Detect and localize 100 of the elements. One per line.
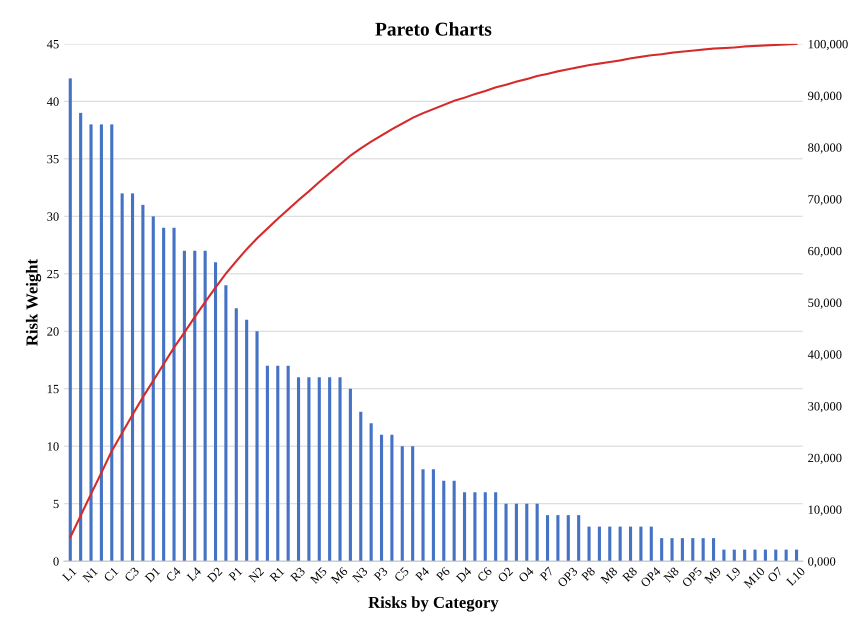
y2-tick-label: 20,000: [808, 454, 842, 464]
bar: [504, 504, 508, 562]
y-tick-label: 45: [46, 40, 59, 48]
bar: [546, 515, 550, 562]
bar: [120, 193, 124, 562]
x-tick-label: P4: [414, 566, 430, 582]
bar: [421, 469, 425, 562]
bar: [68, 78, 72, 562]
bar: [442, 480, 446, 562]
y2-tick-label: 50,000: [808, 298, 842, 309]
bar: [670, 538, 674, 562]
bar: [462, 492, 466, 562]
bar: [764, 550, 767, 562]
bar: [328, 377, 332, 562]
bar: [266, 366, 269, 562]
bar: [598, 526, 601, 562]
x-tick-label: N1: [82, 566, 98, 583]
bar: [794, 550, 798, 562]
bar: [182, 250, 186, 562]
y-axis-title: Risk Weight: [26, 258, 42, 346]
x-tick-label: OP3: [557, 566, 578, 588]
x-tick-label: N3: [352, 566, 368, 583]
y2-tick-label: 100,000: [808, 40, 848, 50]
y2-tick-label: 80,000: [808, 143, 842, 154]
x-tick-label: C3: [124, 566, 140, 582]
x-tick-label: P8: [580, 566, 596, 582]
bar: [141, 204, 144, 562]
chart-title: Pareto Charts: [375, 22, 492, 36]
bar: [380, 434, 384, 562]
x-tick-label: N8: [663, 566, 680, 583]
bar: [432, 469, 435, 562]
bar: [774, 550, 778, 562]
bar: [234, 308, 238, 562]
y2-tick-label: 70,000: [808, 195, 842, 206]
x-tick-label: M9: [704, 566, 722, 584]
bar: [390, 434, 394, 562]
x-tick-label: C1: [103, 566, 119, 582]
bar: [536, 504, 539, 562]
x-tick-label: C5: [394, 566, 410, 582]
bar: [514, 504, 518, 562]
bar: [307, 377, 310, 562]
x-tick-label: P7: [539, 566, 554, 582]
bar: [587, 526, 591, 562]
y2-tick-label: 90,000: [808, 92, 842, 102]
bar: [722, 550, 726, 562]
bar: [525, 504, 528, 562]
bar: [473, 492, 476, 562]
y-tick-label: 25: [47, 270, 59, 278]
x-tick-label: C6: [476, 566, 492, 582]
y-tick-label: 15: [48, 384, 59, 394]
x-tick-label: O7: [767, 566, 784, 583]
x-axis-title: Risks by Category: [368, 596, 499, 612]
bar: [732, 550, 736, 562]
y-tick-label: 30: [47, 212, 59, 221]
bar: [224, 285, 228, 562]
bar: [318, 377, 321, 562]
bar: [400, 446, 404, 562]
bar: [743, 550, 746, 562]
bar: [79, 112, 82, 562]
x-tick-label: C4: [166, 566, 182, 582]
x-tick-label: L1: [62, 566, 77, 582]
y-tick-label: 40: [46, 97, 59, 106]
y2-tick-label: 30,000: [808, 402, 842, 412]
bar: [556, 515, 560, 562]
bar: [110, 124, 114, 562]
x-tick-label: L9: [726, 566, 742, 582]
bar: [577, 515, 580, 562]
x-tick-label: N2: [248, 566, 264, 583]
x-tick-label: R8: [622, 566, 638, 582]
bar: [680, 538, 684, 562]
bar: [172, 228, 176, 562]
bar: [566, 515, 570, 562]
bar: [618, 526, 622, 562]
y2-tick-label: 10,000: [808, 505, 842, 516]
y-tick-label: 35: [47, 154, 59, 164]
y2-tick-label: 0,000: [808, 557, 836, 568]
x-tick-label: O4: [518, 566, 534, 583]
bar: [296, 377, 300, 562]
bar: [130, 193, 134, 562]
bar: [411, 446, 414, 562]
x-tick-label: D1: [144, 566, 160, 583]
bar: [650, 526, 653, 562]
bar: [784, 550, 788, 562]
bar: [370, 423, 373, 562]
bar: [608, 526, 612, 562]
bar: [100, 124, 103, 562]
x-tick-label: P6: [436, 566, 450, 582]
x-tick-label: OP4: [640, 566, 662, 588]
bar: [193, 250, 196, 562]
bar: [452, 480, 456, 562]
x-tick-label: M8: [600, 566, 618, 584]
bar: [348, 388, 352, 562]
bar: [753, 550, 757, 562]
x-tick-label: L4: [186, 566, 202, 582]
bar: [691, 538, 694, 562]
bar: [276, 366, 280, 562]
bar: [628, 526, 632, 562]
x-tick-label: P3: [373, 566, 388, 582]
bar: [712, 538, 716, 562]
y2-tick-label: 40,000: [808, 350, 842, 361]
